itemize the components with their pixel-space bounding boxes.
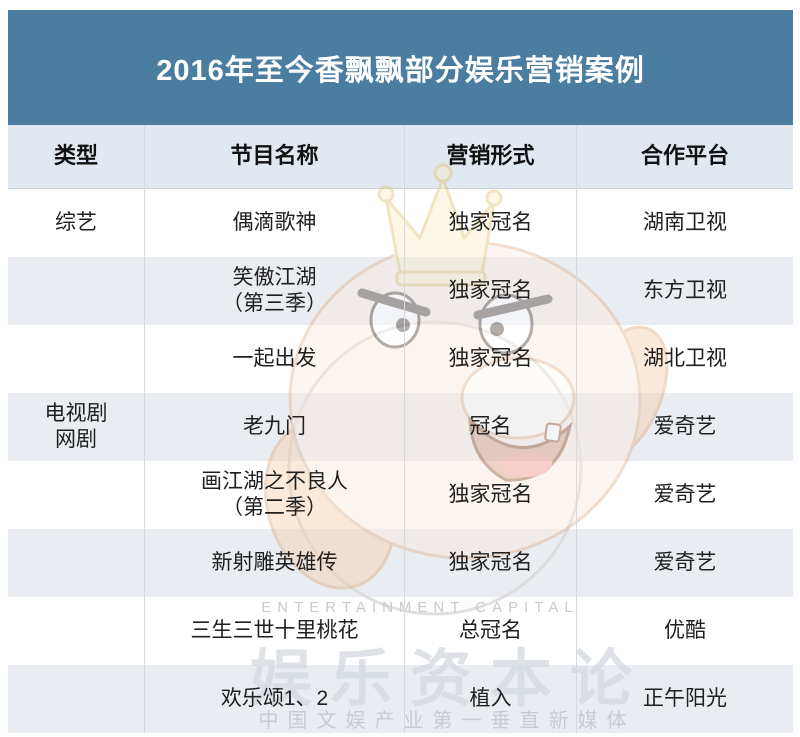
page-title: 2016年至今香飘飘部分娱乐营销案例	[8, 10, 793, 125]
cell-type	[8, 665, 145, 733]
cell-program: 三生三世十里桃花	[145, 597, 405, 665]
cell-form: 独家冠名	[405, 461, 577, 529]
cell-platform: 东方卫视	[643, 279, 727, 303]
column-header-type: 类型	[8, 125, 145, 188]
cell-form: 独家冠名	[405, 325, 577, 393]
table-row: 画江湖之不良人 （第二季） 独家冠名 爱奇艺	[8, 461, 793, 529]
cell-form: 独家冠名	[405, 189, 577, 257]
table-row: 一起出发 独家冠名 湖北卫视	[8, 325, 793, 393]
table-row: 三生三世十里桃花 总冠名 优酷	[8, 597, 793, 665]
table-row: 综艺 偶滴歌神 独家冠名 湖南卫视	[8, 189, 793, 257]
infographic-table: 2016年至今香飘飘部分娱乐营销案例 类型 节目名称 营销形式 合作平台 综艺 …	[8, 10, 793, 733]
column-header-form: 营销形式	[405, 125, 577, 188]
cell-platform: 爱奇艺	[653, 483, 717, 507]
cell-type	[8, 597, 145, 665]
cell-platform: 优酷	[664, 619, 706, 643]
cell-program: 画江湖之不良人 （第二季）	[145, 461, 405, 529]
table-row: 新射雕英雄传 独家冠名 爱奇艺	[8, 529, 793, 597]
cell-form: 冠名	[405, 393, 577, 461]
cell-platform: 湖南卫视	[643, 211, 727, 235]
table-row: 欢乐颂1、2 植入 正午阳光	[8, 665, 793, 733]
cell-program: 笑傲江湖 （第三季）	[145, 257, 405, 325]
cell-platform: 爱奇艺	[653, 551, 717, 575]
table-header-row: 类型 节目名称 营销形式 合作平台	[8, 125, 793, 189]
cell-form: 独家冠名	[405, 257, 577, 325]
cell-program: 一起出发	[145, 325, 405, 393]
cell-platform: 正午阳光	[643, 687, 727, 711]
cell-type	[8, 529, 145, 597]
table-row: 笑傲江湖 （第三季） 独家冠名 东方卫视	[8, 257, 793, 325]
cell-program: 新射雕英雄传	[145, 529, 405, 597]
cell-program: 偶滴歌神	[145, 189, 405, 257]
cell-program: 老九门	[145, 393, 405, 461]
column-header-platform: 合作平台	[640, 143, 729, 169]
cell-program: 欢乐颂1、2	[145, 665, 405, 733]
cell-type: 电视剧 网剧	[8, 393, 145, 461]
cell-form: 独家冠名	[405, 529, 577, 597]
cell-platform: 爱奇艺	[653, 415, 717, 439]
cell-type: 综艺	[8, 189, 145, 257]
cell-type	[8, 325, 145, 393]
cell-form: 植入	[405, 665, 577, 733]
table-row: 电视剧 网剧 老九门 冠名 爱奇艺	[8, 393, 793, 461]
cell-form: 总冠名	[405, 597, 577, 665]
cell-type	[8, 461, 145, 529]
column-header-program: 节目名称	[145, 125, 405, 188]
cell-type	[8, 257, 145, 325]
cell-platform: 湖北卫视	[643, 347, 727, 371]
